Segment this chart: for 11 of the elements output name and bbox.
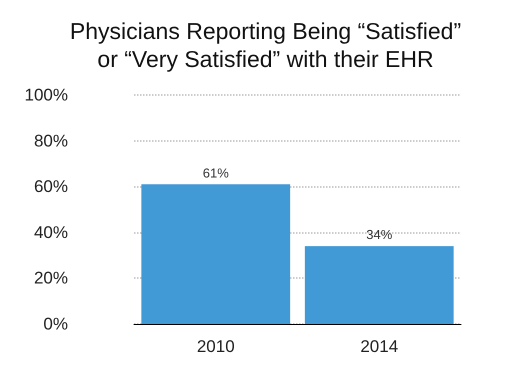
y-tick-label: 80%: [34, 131, 68, 150]
y-tick-label: 100%: [24, 86, 68, 104]
x-tick-label: 2010: [196, 337, 235, 356]
x-tick-label: 2014: [360, 337, 398, 356]
y-tick-label: 40%: [34, 222, 68, 242]
y-tick-label: 60%: [34, 177, 68, 196]
data-label: 61%: [202, 165, 230, 180]
y-tick-label: 20%: [34, 268, 68, 288]
chart-title: Physicians Reporting Being “Satisfied” or “Very Satisfied” with their EHR: [70, 18, 462, 72]
data-label: 34%: [366, 227, 393, 242]
y-tick-label: 0%: [43, 314, 68, 334]
